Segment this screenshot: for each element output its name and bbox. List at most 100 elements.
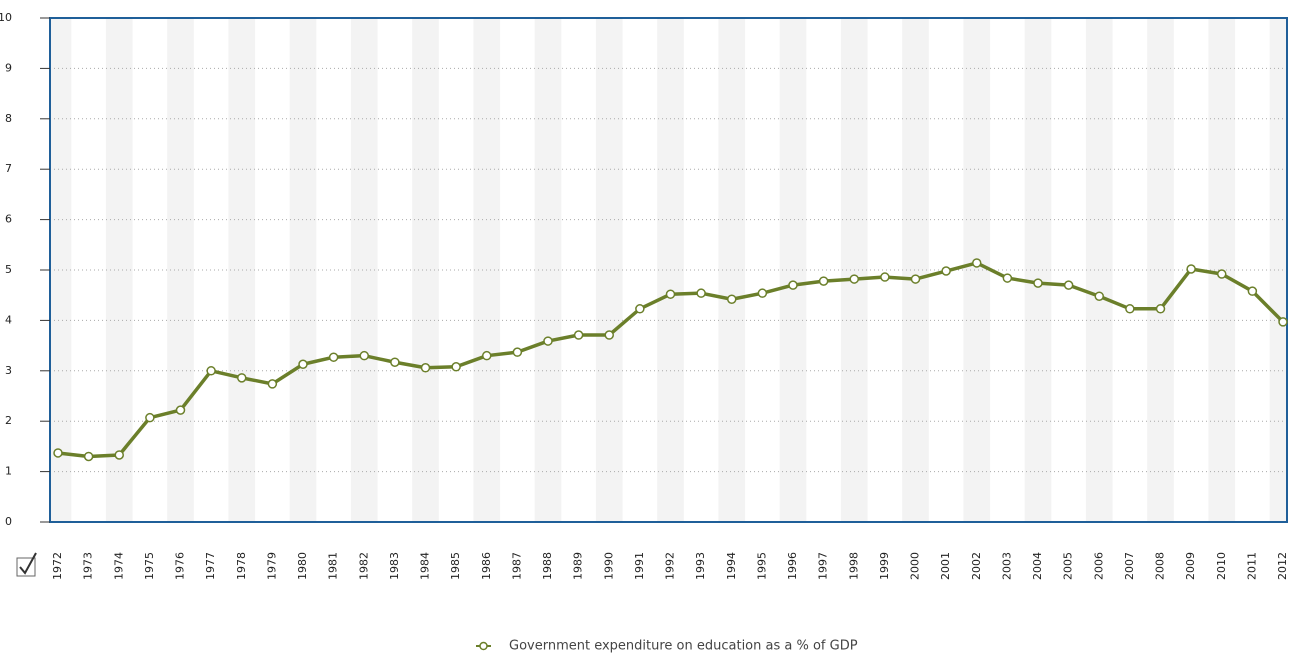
y-tick-label: 8 xyxy=(5,112,12,125)
y-tick-label: 10 xyxy=(0,11,12,24)
point xyxy=(818,276,829,286)
point xyxy=(1033,278,1043,288)
x-tick-label: 1998 xyxy=(847,552,860,580)
point xyxy=(267,379,278,389)
point xyxy=(880,272,890,282)
x-tick-label: 1983 xyxy=(388,552,401,580)
x-tick-label: 1982 xyxy=(357,552,370,580)
x-tick-label: 1999 xyxy=(878,552,891,580)
legend-marker xyxy=(479,641,488,651)
point xyxy=(237,373,247,383)
x-tick-label: 1979 xyxy=(265,552,278,580)
point xyxy=(849,274,859,284)
x-tick-label: 1989 xyxy=(572,552,585,580)
x-tick-label: 1992 xyxy=(664,552,677,580)
point xyxy=(420,363,431,373)
point xyxy=(788,280,798,290)
x-tick-label: 2005 xyxy=(1062,552,1075,580)
point xyxy=(359,350,369,361)
point xyxy=(1125,304,1135,314)
point xyxy=(604,330,614,340)
x-tick-label: 2007 xyxy=(1123,552,1136,580)
point xyxy=(206,366,216,376)
band xyxy=(779,18,807,522)
band xyxy=(1147,18,1174,522)
x-tick-label: 2006 xyxy=(1092,552,1105,580)
point xyxy=(727,294,737,304)
point xyxy=(328,352,339,362)
legend-label: Government expenditure on education as a… xyxy=(509,639,858,653)
point xyxy=(1278,317,1288,327)
x-tick-label: 2002 xyxy=(970,552,983,580)
y-tick-label: 4 xyxy=(5,313,12,326)
x-tick-label: 1991 xyxy=(633,552,646,580)
y-tick-label: 1 xyxy=(5,465,12,478)
y-tick-label: 0 xyxy=(5,515,12,528)
x-tick-label: 1981 xyxy=(327,552,340,580)
x-tick-label: 2003 xyxy=(1000,552,1013,580)
x-tick-label: 1977 xyxy=(204,552,217,580)
point xyxy=(1002,273,1013,283)
point xyxy=(512,347,523,357)
x-tick-label: 2009 xyxy=(1184,552,1197,580)
x-tick-label: 1993 xyxy=(694,552,707,580)
x-tick-label: 2010 xyxy=(1215,552,1228,580)
point xyxy=(53,448,63,458)
y-tick-label: 5 xyxy=(5,263,12,276)
x-tick-label: 1980 xyxy=(296,552,309,580)
x-tick-label: 1974 xyxy=(112,552,125,580)
point xyxy=(1186,264,1196,274)
point xyxy=(1247,286,1258,296)
x-tick-label: 2011 xyxy=(1245,552,1258,580)
y-tick-label: 9 xyxy=(5,61,12,74)
point xyxy=(175,405,186,415)
y-tick-label: 7 xyxy=(5,162,12,175)
band xyxy=(350,18,378,522)
point xyxy=(757,288,768,298)
x-tick-label: 2012 xyxy=(1276,552,1289,580)
checkbox-check xyxy=(19,552,37,575)
point xyxy=(1094,291,1104,301)
point xyxy=(910,274,921,284)
y-tick-label: 6 xyxy=(5,213,12,226)
bands xyxy=(50,18,1287,522)
y-tick-label: 2 xyxy=(5,414,12,427)
x-tick-label: 1986 xyxy=(480,552,493,580)
x-tick-label: 1975 xyxy=(143,552,156,580)
x-tick-label: 1996 xyxy=(786,552,799,580)
x-tick-label: 1987 xyxy=(510,552,523,580)
band xyxy=(228,18,256,522)
point xyxy=(451,362,461,372)
band xyxy=(167,18,194,522)
point xyxy=(696,288,706,298)
point xyxy=(482,350,492,361)
point xyxy=(390,357,400,367)
x-tick-label: 1990 xyxy=(602,552,615,580)
x-tick-label: 1984 xyxy=(419,552,432,580)
band xyxy=(50,18,72,522)
point xyxy=(114,450,124,460)
point xyxy=(1063,280,1074,290)
x-tick-label: 1972 xyxy=(51,552,64,580)
band xyxy=(1085,18,1113,522)
point xyxy=(635,304,645,314)
point xyxy=(83,451,94,462)
y-tick-label: 3 xyxy=(5,364,12,377)
x-tick-label: 1988 xyxy=(541,552,554,580)
x-tick-label: 2000 xyxy=(909,552,922,580)
checkbox[interactable] xyxy=(16,552,37,577)
band xyxy=(105,18,133,522)
x-tick-label: 2004 xyxy=(1031,552,1044,580)
point xyxy=(298,359,308,369)
x-tick-label: 2001 xyxy=(939,552,952,580)
point xyxy=(1217,269,1227,279)
band xyxy=(534,18,562,522)
point xyxy=(543,336,553,346)
x-tick-label: 1978 xyxy=(235,552,248,580)
x-tick-label: 1973 xyxy=(82,552,95,580)
x-tick-label: 1976 xyxy=(174,552,187,580)
x-tick-label: 1994 xyxy=(725,552,738,580)
point xyxy=(665,289,676,299)
point xyxy=(145,412,155,423)
